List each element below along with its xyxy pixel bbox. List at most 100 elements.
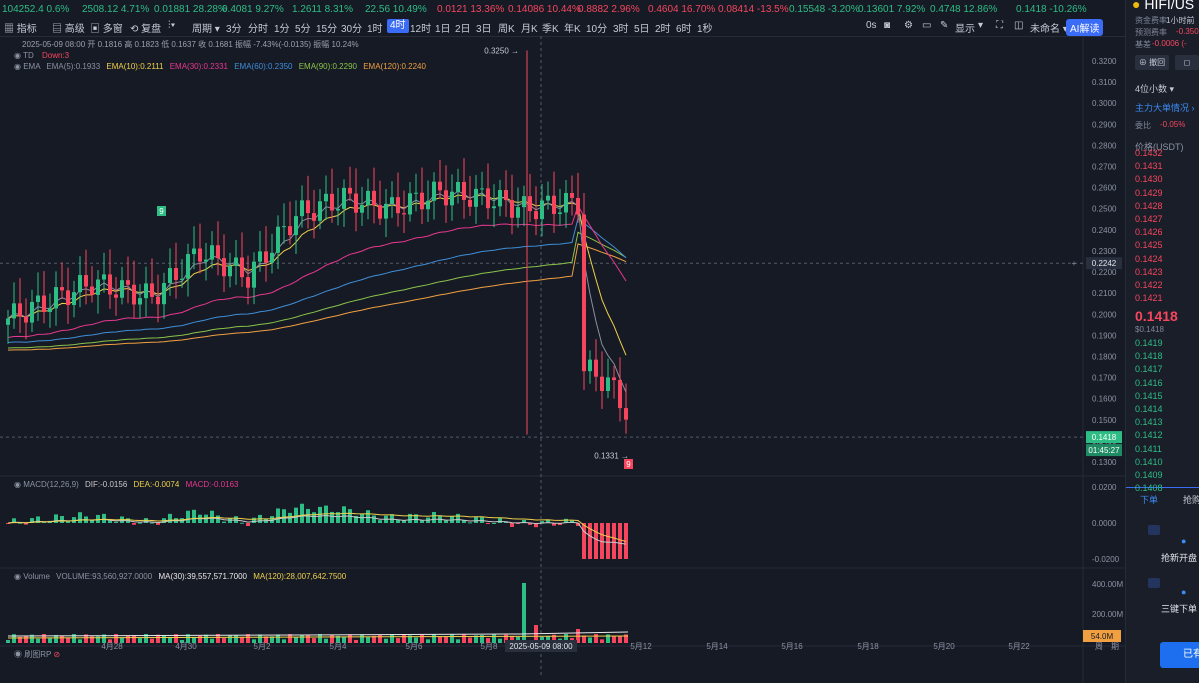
period-option[interactable]: 1秒 xyxy=(697,24,713,35)
bid-price[interactable]: 0.1414 xyxy=(1135,404,1163,414)
period-option[interactable]: 30分 xyxy=(341,24,363,35)
display-button[interactable]: 显示 xyxy=(955,24,975,35)
ticker-item[interactable]: 0.01881 28.28% xyxy=(154,4,227,15)
bid-price[interactable]: 0.1412 xyxy=(1135,430,1163,441)
candlestick-chart[interactable]: 0.3200 0.3100 0.3000 0.2900 0.2800 0.2700 0.26… xyxy=(0,36,1125,683)
bid-price[interactable]: 0.1415 xyxy=(1135,390,1163,401)
bid-price[interactable]: 0.1411 xyxy=(1135,443,1162,454)
period-option[interactable]: 分时 xyxy=(248,24,268,35)
template-menu[interactable]: 未命名 ▾ xyxy=(1030,24,1068,35)
ask-price[interactable]: 0.1431 xyxy=(1135,161,1163,172)
ticker-item[interactable]: 0.4081 9.27% xyxy=(222,4,284,15)
save-icon[interactable]: ◫ xyxy=(1014,20,1024,31)
period-option[interactable]: 月K xyxy=(521,24,538,35)
bid-price[interactable]: 0.1410 xyxy=(1135,456,1163,467)
ticker-item[interactable]: 0.14086 10.44% xyxy=(508,4,581,15)
ask-price[interactable]: 0.1426 xyxy=(1135,227,1163,238)
close-icon[interactable]: ⊘ xyxy=(53,650,61,659)
eye-icon[interactable]: ◉ xyxy=(14,572,21,581)
tab-order[interactable]: 下单 xyxy=(1140,495,1159,505)
more-button[interactable]: ◻ xyxy=(1175,55,1199,70)
period-option[interactable]: 2时 xyxy=(655,24,671,35)
ask-price[interactable]: 0.1432 xyxy=(1135,148,1163,158)
period-option[interactable]: 6时 xyxy=(676,24,692,35)
ticker-item[interactable]: 2508.12 4.71% xyxy=(82,4,150,15)
period-option[interactable]: 15分 xyxy=(316,24,338,35)
macd-bar xyxy=(330,511,334,523)
period-option[interactable]: 1时 xyxy=(367,24,383,35)
period-option[interactable]: 年K xyxy=(564,24,581,35)
ticker-item[interactable]: 0.0121 13.36% xyxy=(437,4,505,15)
period-menu[interactable]: 周期 ▾ xyxy=(192,24,220,35)
period-option[interactable]: 3分 xyxy=(226,24,242,35)
replay-button[interactable]: ⟲ 复盘 xyxy=(130,24,162,35)
new-listing-button[interactable]: 抢新开盘 xyxy=(1161,553,1198,563)
confirm-button[interactable]: 已有 xyxy=(1160,642,1199,668)
period-option[interactable]: 1日 xyxy=(435,24,451,35)
ask-price[interactable]: 0.1421 xyxy=(1135,293,1163,304)
period-option[interactable]: 3时 xyxy=(613,24,629,35)
one-click-button[interactable]: 三键下单 xyxy=(1161,604,1198,614)
ticker-item[interactable]: 0.4604 16.70% xyxy=(648,4,716,15)
indicator-button[interactable]: ▦ 指标 xyxy=(4,24,37,35)
candle-body xyxy=(450,191,454,206)
rate-value: -0.350 xyxy=(1176,27,1199,36)
ticker-item[interactable]: 104252.4 0.6% xyxy=(2,4,70,15)
ask-price[interactable]: 0.1425 xyxy=(1135,240,1163,251)
period-option[interactable]: 12时 xyxy=(410,24,432,35)
period-option[interactable]: 2日 xyxy=(455,24,471,35)
bid-price[interactable]: 0.1409 xyxy=(1135,470,1163,480)
ticker-item[interactable]: 0.15548 -3.20% xyxy=(789,4,860,15)
bid-price[interactable]: 0.1408 xyxy=(1135,483,1163,494)
ask-price[interactable]: 0.1428 xyxy=(1135,200,1163,211)
chart-type-icon[interactable]: ⫶▾ xyxy=(168,20,176,31)
bid-price[interactable]: 0.1413 xyxy=(1135,417,1163,428)
camera-icon[interactable]: ◙ xyxy=(884,20,891,31)
pen-icon[interactable]: ✎ xyxy=(940,20,949,31)
ask-price[interactable]: 0.1430 xyxy=(1135,174,1163,185)
multi-window-button[interactable]: ▣ 多窗 xyxy=(90,24,123,35)
period-option[interactable]: 5分 xyxy=(295,24,311,35)
decimals-select[interactable]: 4位小数 ▾ xyxy=(1135,84,1175,94)
ticker-item[interactable]: 22.56 10.49% xyxy=(365,4,427,15)
eye-icon[interactable]: ◉ xyxy=(14,650,22,659)
eye-icon[interactable]: ◉ xyxy=(14,51,21,60)
symbol-header[interactable]: ● HIFI/US xyxy=(1132,0,1194,12)
ticker-item[interactable]: 0.13601 7.92% xyxy=(858,4,926,15)
settings-icon[interactable]: ⚙ xyxy=(904,20,913,31)
eye-icon[interactable]: ◉ xyxy=(14,480,21,489)
bid-price[interactable]: 0.1417 xyxy=(1135,364,1163,375)
tab-grab[interactable]: 抢购 xyxy=(1183,495,1199,505)
ticker-item[interactable]: 0.1418 -10.26% xyxy=(1016,4,1087,15)
chevron-down-icon[interactable]: ▾ xyxy=(978,20,984,31)
bid-price[interactable]: 0.1419 xyxy=(1135,338,1163,348)
ask-price[interactable]: 0.1422 xyxy=(1135,280,1163,290)
period-option[interactable]: 1分 xyxy=(274,24,290,35)
ticker-item[interactable]: 0.4748 12.86% xyxy=(930,4,998,15)
ask-price[interactable]: 0.1427 xyxy=(1135,214,1163,224)
ai-interpret-button[interactable]: AI解读 xyxy=(1066,19,1104,36)
big-order-link[interactable]: 主力大单情况 › xyxy=(1135,103,1195,113)
bid-price[interactable]: 0.1416 xyxy=(1135,377,1163,388)
x-axis-label: 5月2 xyxy=(254,642,271,651)
order-panel: ● HIFI/US 资金费率 1小时前 预测费率 -0.350 基差 -0.00… xyxy=(1125,0,1199,683)
chart-area[interactable]: 2025-05-09 08:00 开 0.1816 高 0.1823 低 0.1… xyxy=(0,36,1125,683)
ask-price[interactable]: 0.1429 xyxy=(1135,187,1163,198)
period-option[interactable]: 周K xyxy=(498,24,515,35)
fullscreen-icon[interactable]: ⛶ xyxy=(996,20,1003,31)
period-option[interactable]: 季K xyxy=(542,24,559,35)
period-option[interactable]: 10分 xyxy=(586,24,608,35)
ask-price[interactable]: 0.1423 xyxy=(1135,266,1163,277)
period-option[interactable]: 3日 xyxy=(476,24,492,35)
ask-price[interactable]: 0.1424 xyxy=(1135,253,1163,264)
ticker-item[interactable]: 1.2611 8.31% xyxy=(292,4,353,15)
ticker-item[interactable]: 0.8882 2.96% xyxy=(578,4,640,15)
period-option[interactable]: 5日 xyxy=(634,24,650,35)
ticker-item[interactable]: 0.08414 -13.5% xyxy=(718,4,789,15)
bid-price[interactable]: 0.1418 xyxy=(1135,351,1163,362)
layout-icon[interactable]: ▭ xyxy=(922,20,932,31)
period-option[interactable]: 4时 xyxy=(387,19,409,33)
eye-icon[interactable]: ◉ xyxy=(14,62,21,71)
withdraw-button[interactable]: ⊕ 撤回 xyxy=(1135,55,1169,70)
advanced-button[interactable]: ▤ 高级 xyxy=(52,24,85,35)
